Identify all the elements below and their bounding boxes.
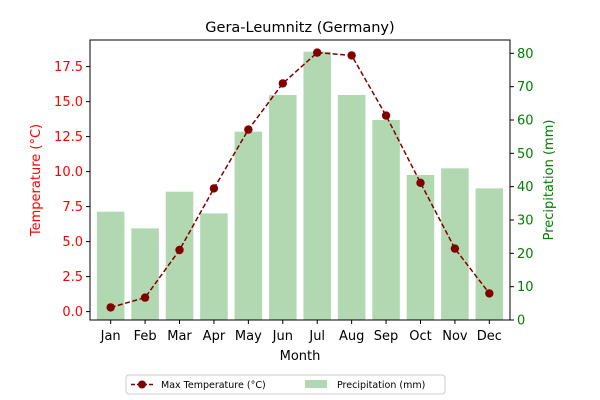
right-tick-label: 70	[517, 80, 534, 95]
x-tick-label: Sep	[374, 329, 399, 344]
right-tick-label: 30	[517, 214, 534, 229]
temperature-point-may	[244, 125, 253, 134]
temperature-point-jul	[313, 48, 322, 57]
precipitation-bar-jan	[96, 211, 125, 320]
right-axis-ticks: 0 10 20 30 40 50 60 70 80	[510, 47, 534, 329]
left-axis-ticks: 0.0 2.5 5.0 7.5 10.0 12.5 15.0 17.5	[54, 60, 90, 320]
legend-bar-swatch	[305, 380, 327, 388]
right-tick-label: 20	[517, 247, 534, 262]
precipitation-bars	[96, 51, 504, 321]
precipitation-bar-sep	[372, 120, 400, 320]
x-tick-label: Jan	[100, 329, 121, 344]
x-tick-label: Aug	[339, 329, 364, 344]
left-axis-label: Temperature (°C)	[29, 124, 44, 237]
precipitation-bar-nov	[441, 168, 469, 320]
precipitation-bar-oct	[406, 175, 435, 320]
temperature-point-feb	[140, 293, 150, 302]
precipitation-bar-may	[234, 131, 263, 320]
right-tick-label: 40	[517, 180, 534, 195]
left-tick-label: 15.0	[54, 95, 83, 110]
left-tick-label: 0.0	[62, 305, 83, 320]
legend-label-precipitation: Precipitation (mm)	[337, 380, 425, 391]
right-tick-label: 10	[517, 280, 534, 295]
temperature-point-jan	[106, 303, 115, 312]
x-tick-label: Oct	[409, 329, 431, 344]
temperature-point-nov	[450, 244, 460, 253]
precipitation-bar-feb	[131, 228, 159, 320]
legend-line-marker	[138, 380, 146, 389]
left-tick-label: 12.5	[54, 130, 83, 145]
x-tick-label: Nov	[442, 329, 468, 344]
x-tick-label: Apr	[203, 329, 226, 344]
temperature-point-aug	[347, 51, 356, 60]
x-tick-label: Jul	[308, 329, 325, 344]
precipitation-bar-jun	[269, 95, 297, 320]
temperature-point-jun	[278, 79, 287, 88]
legend: Max Temperature (°C) Precipitation (mm)	[125, 374, 446, 395]
precipitation-bar-jul	[303, 51, 331, 321]
left-tick-label: 7.5	[62, 200, 83, 215]
right-tick-label: 80	[517, 47, 534, 62]
chart-title: Gera-Leumnitz (Germany)	[205, 20, 394, 36]
right-axis-label: Precipitation (mm)	[542, 120, 557, 241]
temperature-point-mar	[175, 245, 184, 255]
precipitation-bar-apr	[200, 213, 228, 320]
right-tick-label: 0	[517, 314, 525, 329]
right-tick-label: 60	[517, 114, 534, 129]
legend-label-temperature: Max Temperature (°C)	[161, 380, 266, 391]
left-tick-label: 17.5	[54, 60, 83, 75]
legend-frame	[125, 374, 446, 395]
temperature-point-apr	[209, 184, 219, 193]
precipitation-bar-dec	[475, 188, 504, 320]
x-axis-label: Month	[280, 349, 321, 364]
precipitation-bar-aug	[337, 95, 366, 320]
x-tick-label: Feb	[134, 329, 157, 344]
temperature-line	[106, 48, 494, 312]
left-tick-label: 5.0	[62, 235, 83, 250]
temperature-point-dec	[485, 289, 494, 298]
x-tick-label: Jun	[272, 329, 293, 344]
temperature-point-oct	[416, 178, 425, 187]
x-axis-ticks: Jan Feb Mar Apr May Jun Jul Aug Sep Oct Nov Dec	[100, 320, 502, 344]
left-tick-label: 2.5	[62, 270, 83, 285]
plot-frame	[89, 39, 511, 321]
temperature-line-path	[110, 51, 490, 309]
x-tick-label: May	[235, 329, 262, 344]
x-tick-label: Mar	[167, 329, 192, 344]
temperature-point-sep	[381, 111, 391, 120]
precipitation-bar-mar	[165, 191, 194, 320]
right-tick-label: 50	[517, 147, 534, 162]
left-tick-label: 10.0	[54, 165, 83, 180]
x-tick-label: Dec	[477, 329, 502, 344]
